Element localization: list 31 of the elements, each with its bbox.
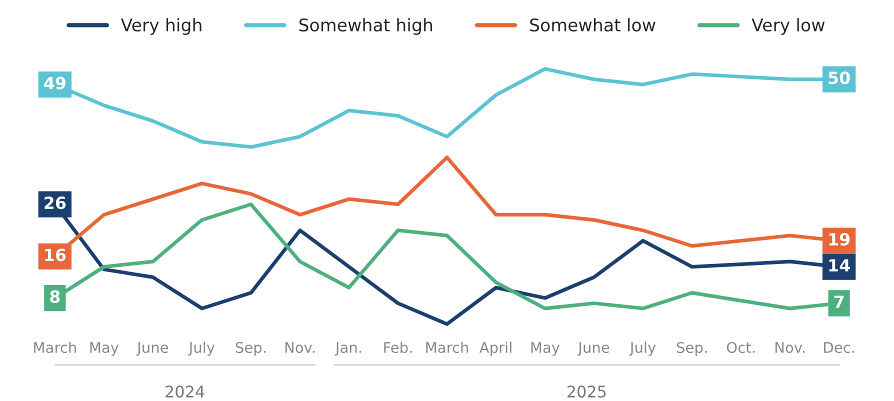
x-tick-label: Sep. (236, 342, 266, 356)
x-tick-label: June (577, 342, 610, 356)
text: 2025 (568, 386, 606, 398)
legend-label: Somewhat low (530, 18, 656, 32)
data-label: 49 (44, 76, 66, 90)
x-tick-label: Oct. (726, 342, 754, 353)
legend-label: Very high (120, 18, 202, 35)
data-label: 8 (50, 290, 60, 303)
x-tick-label: May (90, 342, 119, 356)
x-tick-label: July (188, 342, 215, 356)
x-tick-label: Feb. (384, 342, 412, 353)
data-label: 7 (834, 296, 844, 308)
data-label: 19 (829, 233, 850, 246)
x-tick-label: Jan. (334, 342, 361, 356)
data-label: 26 (44, 196, 66, 210)
data-label: 16 (45, 248, 66, 262)
legend-label: Somewhat high (299, 18, 432, 35)
x-tick-label: June (136, 342, 168, 356)
x-tick-label: Sep. (676, 342, 707, 356)
x-tick-label: July (629, 342, 656, 356)
data-label: 50 (828, 72, 850, 84)
x-tick-label: Dec. (824, 342, 854, 353)
x-tick-label: March (426, 342, 468, 353)
x-tick-label: May (531, 342, 560, 356)
x-tick-label: April (479, 342, 512, 356)
data-label: 14 (829, 259, 850, 272)
text: 2024 (166, 386, 204, 398)
legend-label: Very low (752, 18, 825, 35)
x-tick-label: March (34, 342, 76, 353)
x-tick-label: Nov. (776, 342, 804, 353)
x-tick-label: Nov. (285, 342, 314, 353)
